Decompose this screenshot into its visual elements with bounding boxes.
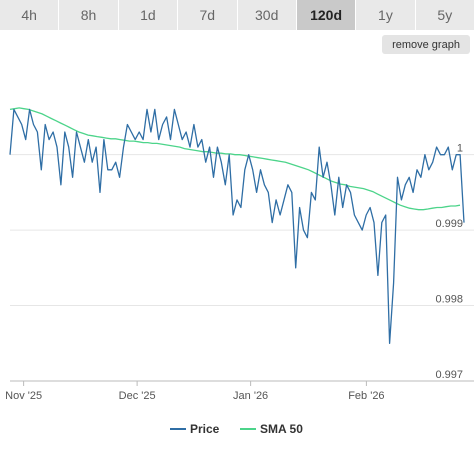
x-tick-label: Dec '25 <box>119 390 156 402</box>
tab-1y[interactable]: 1y <box>356 0 415 30</box>
y-tick-label: 0.997 <box>435 369 463 381</box>
series-line-price <box>9 108 465 344</box>
tab-30d[interactable]: 30d <box>237 0 296 30</box>
legend-item-price[interactable]: Price <box>170 422 220 436</box>
y-tick-label: 0.999 <box>435 218 463 230</box>
tab-5y[interactable]: 5y <box>415 0 474 30</box>
x-tick-label: Jan '26 <box>233 390 268 402</box>
price-chart: Nov '25 Dec '25 Jan '26 Feb '26 1 0.999 0.998… <box>5 107 474 436</box>
x-axis-ticks: Nov '25 Dec '25 Jan '26 Feb '26 <box>5 381 385 402</box>
legend-label-price: Price <box>190 422 220 436</box>
timeframe-tabs: 4h 8h 1d 7d 30d 120d 1y 5y <box>0 0 474 30</box>
y-tick-label: 0.998 <box>435 294 463 306</box>
x-tick-label: Feb '26 <box>348 390 384 402</box>
tab-7d[interactable]: 7d <box>178 0 237 30</box>
tab-8h[interactable]: 8h <box>59 0 118 30</box>
y-axis-labels: 1 0.999 0.998 0.997 <box>435 143 463 381</box>
tab-120d[interactable]: 120d <box>296 0 356 30</box>
series-line-sma-50 <box>9 107 461 211</box>
y-tick-label: 1 <box>457 143 463 155</box>
remove-graph-button[interactable]: remove graph <box>382 35 470 54</box>
x-tick-label: Nov '25 <box>5 390 42 402</box>
legend-label-sma-50: SMA 50 <box>260 422 303 436</box>
legend-item-sma-50[interactable]: SMA 50 <box>240 422 303 436</box>
tab-4h[interactable]: 4h <box>0 0 59 30</box>
tab-1d[interactable]: 1d <box>118 0 178 30</box>
chart-legend: Price SMA 50 <box>170 422 303 436</box>
